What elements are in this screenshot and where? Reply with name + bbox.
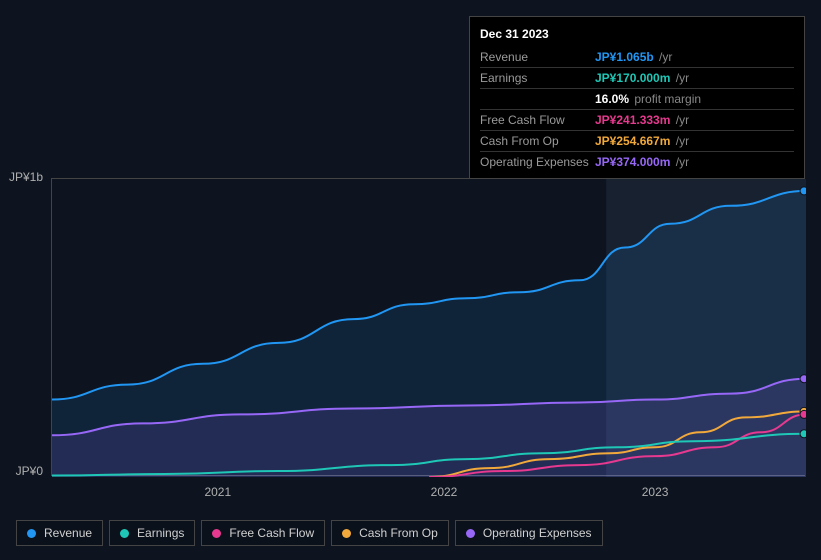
tooltip-date: Dec 31 2023 [480, 23, 794, 47]
legend-label: Revenue [44, 526, 92, 540]
y-tick-label: JP¥0 [16, 464, 43, 478]
x-tick-label: 2022 [431, 485, 458, 499]
tooltip-row-value: JP¥170.000m /yr [595, 68, 794, 89]
end-marker [800, 187, 806, 195]
legend-swatch [466, 529, 475, 538]
legend-item[interactable]: Earnings [109, 520, 195, 546]
tooltip-box: Dec 31 2023 RevenueJP¥1.065b /yrEarnings… [469, 16, 805, 179]
tooltip-row-value: 16.0% profit margin [595, 89, 794, 110]
legend-label: Free Cash Flow [229, 526, 314, 540]
x-tick-label: 2023 [642, 485, 669, 499]
tooltip-row-label: Free Cash Flow [480, 110, 595, 131]
legend-item[interactable]: Operating Expenses [455, 520, 603, 546]
chart-area: JP¥1b JP¥0 202120222023 [16, 160, 805, 495]
end-marker [800, 430, 806, 438]
end-marker [800, 375, 806, 383]
legend-label: Cash From Op [359, 526, 438, 540]
legend-label: Operating Expenses [483, 526, 592, 540]
legend-item[interactable]: Cash From Op [331, 520, 449, 546]
legend-swatch [120, 529, 129, 538]
legend-item[interactable]: Revenue [16, 520, 103, 546]
tooltip-row-value: JP¥1.065b /yr [595, 47, 794, 68]
tooltip-row-label [480, 89, 595, 110]
tooltip-row-label: Revenue [480, 47, 595, 68]
tooltip-row-label: Earnings [480, 68, 595, 89]
y-tick-label: JP¥1b [9, 170, 43, 184]
plot-area[interactable] [51, 178, 805, 476]
legend-swatch [212, 529, 221, 538]
legend-swatch [342, 529, 351, 538]
legend-label: Earnings [137, 526, 184, 540]
tooltip-row-value: JP¥241.333m /yr [595, 110, 794, 131]
legend-swatch [27, 529, 36, 538]
end-marker [800, 410, 806, 418]
tooltip-row-value: JP¥254.667m /yr [595, 131, 794, 152]
x-tick-label: 2021 [204, 485, 231, 499]
legend: Revenue Earnings Free Cash Flow Cash From O… [16, 520, 603, 546]
tooltip-table: RevenueJP¥1.065b /yrEarningsJP¥170.000m … [480, 47, 794, 172]
tooltip-row-label: Cash From Op [480, 131, 595, 152]
legend-item[interactable]: Free Cash Flow [201, 520, 325, 546]
